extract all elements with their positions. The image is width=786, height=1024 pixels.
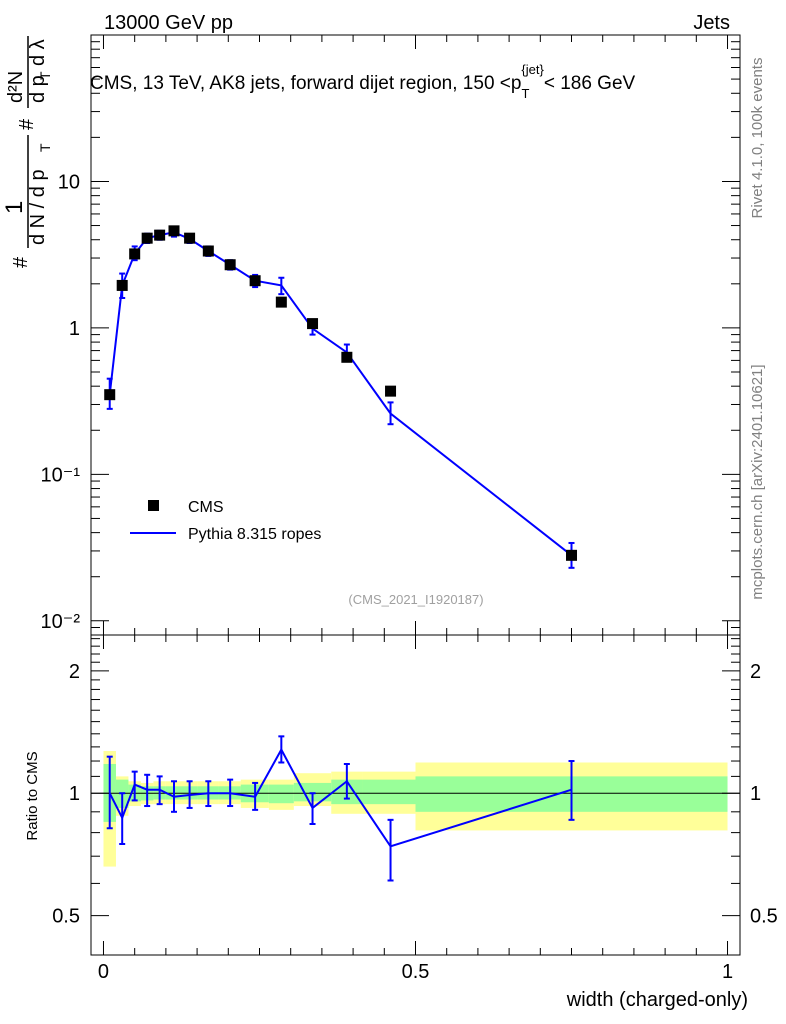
cms-data-point: [184, 232, 196, 244]
cms-data-point: [141, 232, 153, 244]
main-y-tick-label: 10⁻²: [41, 611, 81, 633]
ratio-y-tick-label: 0.5: [52, 906, 80, 928]
ylabel-hash-2: #: [16, 118, 38, 130]
cms-data-point: [249, 275, 261, 287]
ratio-uncertainty-bands: [103, 751, 728, 867]
cms-data-point: [129, 248, 141, 260]
legend-cms-label: CMS: [188, 499, 224, 516]
ylabel-num: d²N: [5, 71, 27, 103]
cms-data-point: [202, 245, 214, 257]
ratio-inner-band: [362, 779, 416, 805]
ylabel-den2-sub: T: [37, 71, 53, 80]
mcplots-label: mcplots.cern.ch [arXiv:2401.10621]: [749, 364, 766, 599]
rivet-label: Rivet 4.1.0, 100k events: [749, 58, 766, 219]
ratio-y-tick-label: 2: [69, 661, 80, 683]
ratio-y-tick-label-right: 1: [750, 783, 761, 805]
main-panel: 10⁻² 10⁻¹ 1 10 CMS, 13 TeV, AK8 jets, forwa…: [1, 34, 741, 636]
analysis-reference: (CMS_2021_I1920187): [348, 592, 483, 607]
title-post: < 186 GeV: [544, 73, 636, 94]
ylabel-hash: #: [10, 256, 32, 268]
cms-data-point: [385, 385, 397, 397]
mc-curve: [108, 231, 573, 557]
energy-label: 13000 GeV pp: [104, 12, 233, 34]
main-ticks: [91, 34, 740, 636]
cms-data-point: [566, 549, 578, 561]
x-tick-label: 1: [722, 961, 733, 983]
mc-error-bars: [106, 227, 575, 569]
ratio-tick-labels: 0.5 0.5 1 1 2 2 0 0.5 1: [52, 661, 778, 983]
cms-data-point: [307, 318, 319, 330]
title-sup: {jet}: [521, 62, 544, 77]
ratio-inner-band: [268, 784, 294, 804]
ratio-panel: 0.5 0.5 1 1 2 2 0 0.5 1 Ratio to CMS width (char…: [24, 634, 778, 1011]
cms-data-point: [224, 259, 236, 271]
title-sub: T: [521, 86, 529, 101]
chart-title: CMS, 13 TeV, AK8 jets, forward dijet reg…: [90, 62, 636, 101]
legend-cms-marker: [148, 500, 159, 511]
cms-data-point: [341, 351, 353, 363]
xlabel: width (charged-only): [566, 989, 748, 1011]
ratio-frame: [90, 634, 741, 956]
cms-data-point: [275, 296, 287, 308]
main-y-tick-label: 1: [69, 318, 80, 340]
ylabel-den-sub: T: [37, 143, 53, 152]
x-tick-label: 0.5: [402, 961, 430, 983]
category-label: Jets: [693, 12, 730, 34]
ylabel-den2: d p: [27, 75, 49, 103]
main-ylabel: # 1 d N / d p T # d²N d p T d λ: [1, 36, 53, 268]
ratio-ticks: [91, 635, 740, 955]
main-frame: [90, 34, 741, 636]
cms-data-point: [116, 279, 128, 291]
mc-series: [108, 231, 573, 557]
x-tick-label: 0: [98, 961, 109, 983]
ratio-y-tick-label-right: 0.5: [750, 906, 778, 928]
cms-data-point: [168, 225, 180, 237]
ratio-ylabel: Ratio to CMS: [24, 751, 41, 840]
ylabel-one: 1: [1, 201, 28, 214]
ratio-inner-band: [293, 782, 332, 802]
legend-mc-label: Pythia 8.315 ropes: [188, 526, 321, 543]
cms-data-points: [104, 225, 578, 561]
main-y-tick-label: 10: [58, 171, 80, 193]
ratio-error-bars: [106, 735, 575, 882]
cms-data-point: [154, 229, 166, 241]
main-tick-labels: 10⁻² 10⁻¹ 1 10: [41, 171, 81, 632]
title-pre: CMS, 13 TeV, AK8 jets, forward dijet reg…: [90, 73, 521, 94]
cms-data-point: [104, 389, 116, 401]
ratio-y-tick-label: 1: [69, 783, 80, 805]
ratio-y-tick-label-right: 2: [750, 661, 761, 683]
main-y-tick-label: 10⁻¹: [41, 464, 81, 486]
ylabel-lambda: d λ: [27, 39, 49, 66]
ylabel-den: d N / d p: [27, 169, 49, 245]
